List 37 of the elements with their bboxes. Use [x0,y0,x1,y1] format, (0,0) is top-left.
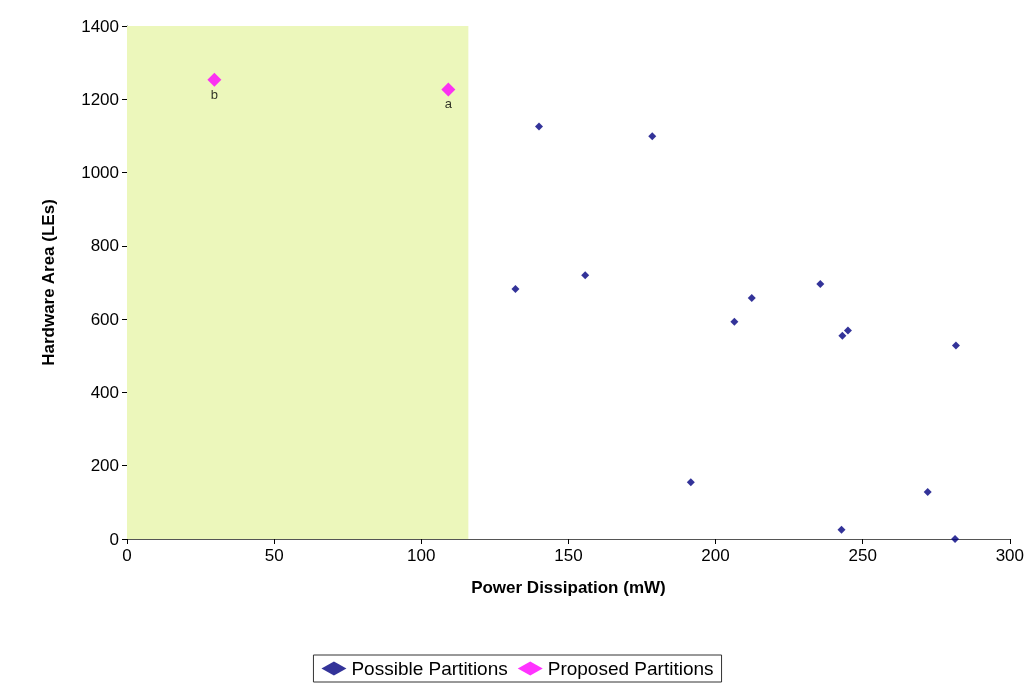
point [951,341,960,350]
x-tick-label: 0 [122,546,132,565]
y-tick-label: 200 [90,456,119,476]
point [843,326,852,335]
point [441,82,456,97]
point [581,271,590,280]
y-tick-label: 600 [90,309,119,329]
y-axis-title: Hardware Area (LEs) [39,199,58,366]
point [838,331,847,340]
y-tick-label: 1400 [81,16,119,36]
point [816,279,825,288]
point [207,72,222,87]
annotation: b [210,86,219,102]
legend-label: Proposed Partitions [547,658,714,679]
point [837,525,846,534]
point [534,122,543,131]
point [730,317,739,326]
x-tick-label: 150 [554,546,583,565]
y-tick-label: 1000 [81,163,119,183]
point [747,293,756,302]
y-tick-label: 800 [90,236,119,256]
point [648,132,657,141]
y-tick-label: 0 [109,529,119,549]
point [951,535,960,543]
x-tick-label: 200 [701,546,730,565]
x-tick-label: 100 [407,546,436,565]
x-tick-label: 300 [995,546,1025,565]
y-tick-label: 400 [90,382,119,402]
point [923,488,932,497]
legend-label: Possible Partitions [351,658,508,679]
x-tick-label: 50 [264,546,284,565]
point [511,285,520,294]
y-tick-label: 1200 [81,89,119,109]
x-tick-label: 250 [848,546,877,565]
point [686,478,695,487]
annotation: a [444,96,453,112]
x-axis-title: Power Dissipation (mW) [471,578,666,597]
